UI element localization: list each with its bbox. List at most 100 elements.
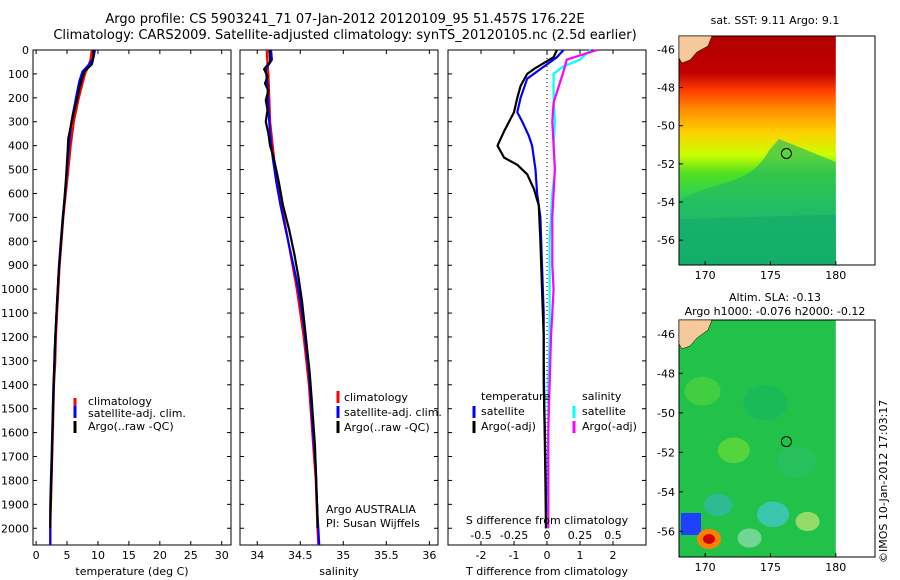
legend-satellite-label: satellite-adj. clim.	[88, 407, 186, 420]
s-diff-tick-label: 0	[544, 529, 551, 542]
s-diff-tick-label: -0.25	[500, 529, 528, 542]
legend-temperature-heading: temperature	[481, 390, 550, 403]
map-y-tick-label: -50	[657, 120, 675, 133]
depth-tick-label: 400	[8, 140, 29, 153]
salinity-x-label: salinity	[319, 565, 359, 578]
x-tick-label: 5	[64, 549, 71, 562]
x-tick-label: 34.5	[288, 549, 313, 562]
temperature-panel: 0100200300400500600700800900100011001200…	[1, 44, 232, 578]
sla-anomaly-blob	[757, 501, 790, 528]
sst-map-axes	[678, 35, 876, 266]
depth-tick-label: 1600	[1, 427, 29, 440]
map-y-tick-label: -48	[657, 367, 675, 380]
map-y-tick-label: -48	[657, 82, 675, 95]
x-tick-label: 10	[91, 549, 105, 562]
legend-s-satellite-label: satellite	[582, 405, 626, 418]
map-y-tick-label: -56	[657, 234, 675, 247]
sst-map-panel: sat. SST: 9.11 Argo: 9.1 -46 -48 -50 -52 -54…	[657, 14, 876, 282]
sla-map-axes	[678, 319, 876, 558]
sla-float-marker	[780, 436, 792, 448]
attribution-line-1: Argo AUSTRALIA	[326, 503, 416, 516]
s-diff-tick-label: 0.25	[568, 529, 593, 542]
map-x-tick-label: 170	[695, 269, 716, 282]
sst-land	[678, 35, 713, 64]
depth-tick-label: 200	[8, 92, 29, 105]
depth-tick-label: 1800	[1, 474, 29, 487]
series-line-salinity-argo-adj-	[547, 48, 598, 529]
difference-x-label: T difference from climatology	[465, 565, 628, 578]
legend-t-argo-label: Argo(-adj)	[481, 420, 536, 433]
x-tick-label: 34	[250, 549, 264, 562]
series-line-argo-raw-qc-	[49, 49, 95, 529]
x-tick-label: 1	[577, 549, 584, 562]
sla-field	[679, 320, 836, 557]
x-tick-label: 0	[33, 549, 40, 562]
temperature-series	[49, 49, 96, 545]
sst-field	[679, 36, 836, 265]
sst-coldest-region	[679, 214, 836, 265]
depth-tick-labels: 0 100 200 300 400 500 600 700 800 900 1000 1100 1200…	[1, 44, 29, 535]
legend-s-argo-label: Argo(-adj)	[582, 420, 637, 433]
temperature-x-ticks: 0 5 10 15 20 25 30	[33, 50, 229, 562]
depth-tick-label: 700	[8, 211, 29, 224]
salinity-x-ticks: 34 34.5 35 35.5 36	[250, 50, 436, 562]
legend-satellite-label: satellite-adj. clim.	[344, 406, 442, 419]
difference-series	[496, 48, 598, 529]
map-y-tick-label: -46	[657, 43, 675, 56]
sla-low-anomaly	[681, 513, 701, 535]
sla-anomaly-blob	[704, 493, 733, 517]
x-tick-label: 20	[153, 549, 167, 562]
salinity-panel: 34 34.5 35 35.5 36 salinity climatology sate…	[239, 49, 442, 578]
salinity-series	[263, 49, 321, 546]
s-diff-tick-label: -0.5	[470, 529, 491, 542]
map-x-tick-label: 170	[695, 561, 716, 574]
x-tick-label: 35.5	[374, 549, 399, 562]
difference-panel: -2 -1 0 1 2 -0.5 -0.25 0 0.25 0.5 T difference f…	[447, 48, 647, 578]
sla-map-title-2: Argo h1000: -0.076 h2000: -0.12	[685, 305, 866, 318]
sla-anomaly-blob	[743, 385, 788, 421]
depth-tick-label: 0	[22, 44, 29, 57]
x-tick-label: 25	[184, 549, 198, 562]
x-tick-label: -2	[476, 549, 487, 562]
sla-y-ticks: -46 -48 -50 -52 -54 -56	[657, 328, 683, 538]
sla-anomaly-blob	[684, 376, 721, 406]
sla-anomaly-blob	[776, 446, 817, 479]
map-y-tick-label: -50	[657, 407, 675, 420]
depth-tick-label: 900	[8, 259, 29, 272]
depth-tick-label: 500	[8, 164, 29, 177]
sla-map-panel: Altim. SLA: -0.13 Argo h1000: -0.076 h20…	[657, 291, 876, 574]
sla-anomaly-blob	[795, 511, 820, 532]
depth-tick-label: 1000	[1, 283, 29, 296]
s-diff-tick-label: 0.5	[604, 529, 622, 542]
depth-tick-label: 2000	[1, 522, 29, 535]
sst-x-ticks: 170 175 180	[695, 261, 846, 282]
series-line-temperature-argo-adj-	[496, 49, 558, 529]
depth-tick-label: 100	[8, 68, 29, 81]
sst-map-title: sat. SST: 9.11 Argo: 9.1	[711, 14, 840, 27]
map-x-tick-label: 175	[760, 269, 781, 282]
depth-tick-label: 1700	[1, 451, 29, 464]
map-y-tick-label: -54	[657, 486, 675, 499]
x-tick-label: 30	[215, 549, 229, 562]
difference-top-x-label: S difference from climatology	[466, 514, 629, 527]
map-y-tick-label: -46	[657, 328, 675, 341]
map-y-tick-label: -52	[657, 158, 675, 171]
legend-climatology-label: climatology	[344, 391, 408, 404]
sla-high-anomaly-core	[703, 534, 715, 544]
x-tick-label: 35	[336, 549, 350, 562]
depth-tick-label: 1100	[1, 307, 29, 320]
copyright-credit: ©IMOS 10-Jan-2012 17:03:17	[877, 399, 890, 563]
series-line-argo-raw-qc-	[263, 49, 319, 529]
depth-tick-label: 1900	[1, 498, 29, 511]
x-tick-label: 36	[422, 549, 436, 562]
depth-tick-label: 800	[8, 235, 29, 248]
x-tick-label: -1	[509, 549, 520, 562]
salinity-axes	[239, 49, 439, 546]
sst-y-ticks: -46 -48 -50 -52 -54 -56	[657, 43, 683, 247]
difference-top-ticks: -0.5 -0.25 0 0.25 0.5	[470, 529, 621, 542]
legend-argo-label: Argo(..raw -QC)	[88, 420, 174, 433]
title-line-1: Argo profile: CS 5903241_71 07-Jan-2012 …	[105, 12, 585, 27]
attribution-line-2: PI: Susan Wijffels	[326, 517, 420, 530]
